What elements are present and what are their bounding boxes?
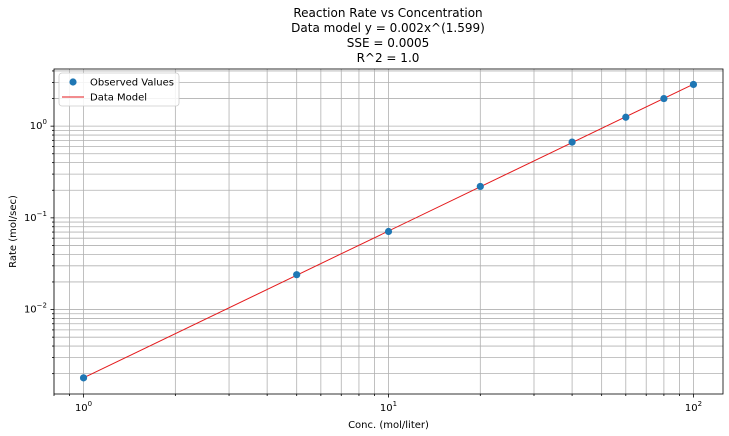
x-tick-label: 100 <box>75 400 92 414</box>
y-tick-label: 10−1 <box>24 210 47 224</box>
observed-point <box>476 182 484 191</box>
chart-title-line: Reaction Rate vs Concentration <box>293 6 482 20</box>
chart-title-line: R^2 = 1.0 <box>357 51 420 65</box>
legend: Observed Values Data Model <box>58 72 180 107</box>
legend-entry-label: Data Model <box>90 93 147 104</box>
observed-point <box>568 138 576 146</box>
axis-ticks: 100 101 102 10−2 10−1 100 <box>24 70 702 414</box>
legend-entry-label: Observed Values <box>90 78 174 89</box>
observed-point <box>660 94 668 103</box>
observed-points-group <box>79 80 698 382</box>
observed-point <box>79 374 88 382</box>
legend-box <box>58 72 180 107</box>
observed-point <box>689 80 698 89</box>
chart-title-line: SSE = 0.0005 <box>347 36 430 50</box>
y-tick-label: 10−2 <box>24 302 47 316</box>
x-tick-label: 101 <box>380 400 397 414</box>
observed-point <box>384 227 393 236</box>
y-tick-label: 100 <box>30 118 47 132</box>
x-axis-label: Conc. (mol/liter) <box>348 420 429 431</box>
legend-marker <box>69 78 77 86</box>
chart-title-line: Data model y = 0.002x^(1.599) <box>291 21 485 35</box>
grid <box>53 69 723 394</box>
y-axis-label: Rate (mol/sec) <box>8 195 19 268</box>
x-tick-label: 102 <box>685 400 702 414</box>
observed-point <box>622 113 630 121</box>
observed-point <box>293 271 301 279</box>
